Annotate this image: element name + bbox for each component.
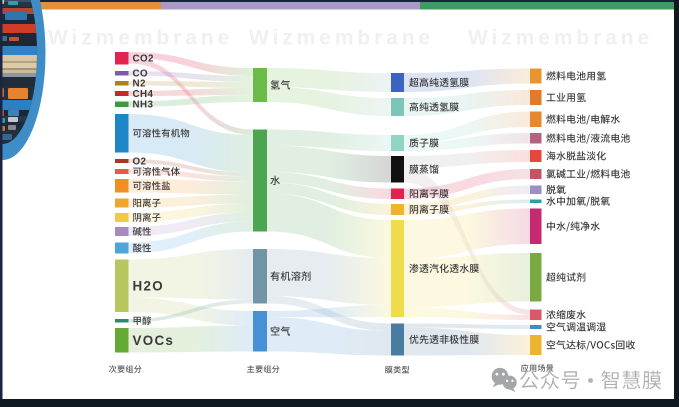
- svg-text:Wizmembrane: Wizmembrane: [468, 27, 653, 50]
- svg-text:CO2: CO2: [133, 54, 154, 65]
- svg-text:VOCs: VOCs: [133, 333, 175, 348]
- svg-text:Wizmembrane: Wizmembrane: [48, 27, 233, 50]
- svg-text:N2: N2: [133, 79, 146, 90]
- svg-text:CH4: CH4: [133, 89, 154, 100]
- svg-text:Wizmembrane: Wizmembrane: [249, 27, 434, 50]
- svg-text:NH3: NH3: [133, 100, 154, 111]
- svg-text:O2: O2: [133, 156, 147, 167]
- svg-text:H2O: H2O: [133, 278, 164, 293]
- svg-text:CO: CO: [133, 69, 149, 80]
